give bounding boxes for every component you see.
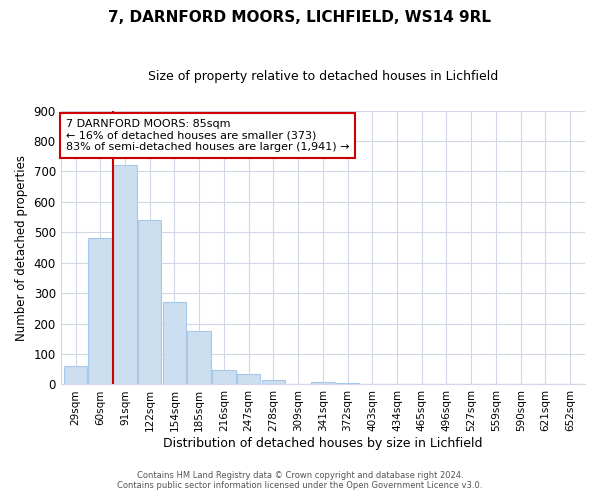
Bar (187, 331, 211, 384)
Bar (88, 238, 112, 384)
Bar (138, 220, 161, 384)
Bar (163, 302, 186, 384)
Text: 7 DARNFORD MOORS: 85sqm
← 16% of detached houses are smaller (373)
83% of semi-d: 7 DARNFORD MOORS: 85sqm ← 16% of detache… (66, 119, 349, 152)
Title: Size of property relative to detached houses in Lichfield: Size of property relative to detached ho… (148, 70, 498, 83)
X-axis label: Distribution of detached houses by size in Lichfield: Distribution of detached houses by size … (163, 437, 482, 450)
Bar (237, 374, 260, 384)
Bar (113, 166, 137, 384)
Bar (64, 366, 87, 384)
Y-axis label: Number of detached properties: Number of detached properties (15, 154, 28, 340)
Bar (336, 383, 359, 384)
Bar (262, 380, 285, 384)
Text: Contains HM Land Registry data © Crown copyright and database right 2024.
Contai: Contains HM Land Registry data © Crown c… (118, 470, 482, 490)
Text: 7, DARNFORD MOORS, LICHFIELD, WS14 9RL: 7, DARNFORD MOORS, LICHFIELD, WS14 9RL (109, 10, 491, 25)
Bar (311, 382, 335, 384)
Bar (212, 370, 236, 384)
